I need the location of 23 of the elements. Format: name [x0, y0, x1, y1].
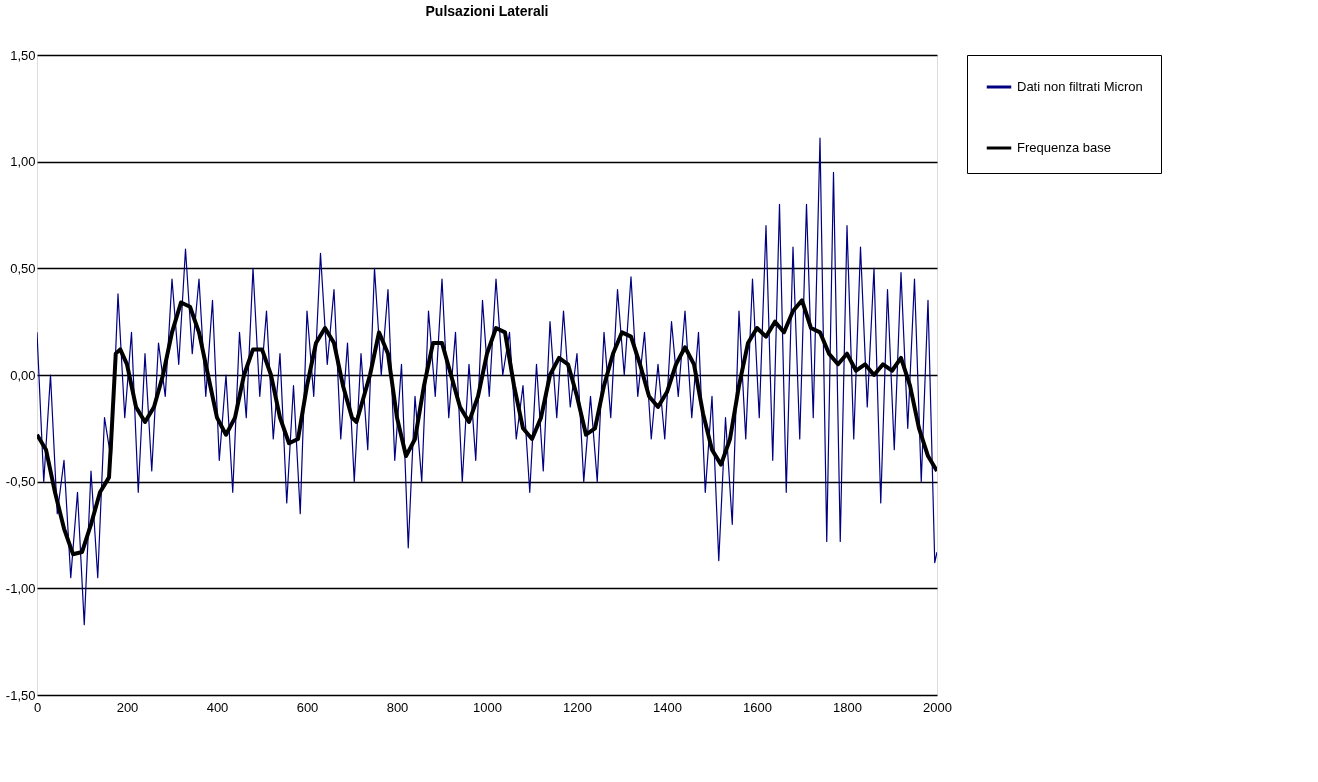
y-tick-label: -1,00 [5, 580, 36, 596]
y-tick-label: 1,00 [10, 154, 36, 170]
chart-title: Pulsazioni Laterali [425, 3, 549, 19]
x-tick-label: 2000 [923, 699, 952, 715]
legend-label: Dati non filtrati Micron [1017, 79, 1143, 94]
x-tick-label: 1800 [833, 699, 862, 715]
x-tick-label: 800 [386, 699, 409, 715]
x-tick-label: 200 [116, 699, 139, 715]
line-series [37, 298, 937, 557]
line-series [37, 137, 937, 626]
y-tick-label: 0,00 [10, 367, 36, 383]
x-tick-label: 1000 [473, 699, 502, 715]
y-tick-label: 0,50 [10, 260, 36, 276]
x-tick-label: 1600 [743, 699, 772, 715]
legend-label: Frequenza base [1017, 140, 1111, 155]
x-tick-label: 0 [33, 699, 42, 715]
x-tick-label: 1400 [653, 699, 682, 715]
x-tick-label: 1200 [563, 699, 592, 715]
x-tick-label: 600 [296, 699, 319, 715]
x-tick-label: 400 [206, 699, 229, 715]
y-tick-label: -0,50 [5, 474, 36, 490]
y-tick-label: 1,50 [10, 47, 36, 63]
y-tick-label: -1,50 [5, 687, 36, 703]
